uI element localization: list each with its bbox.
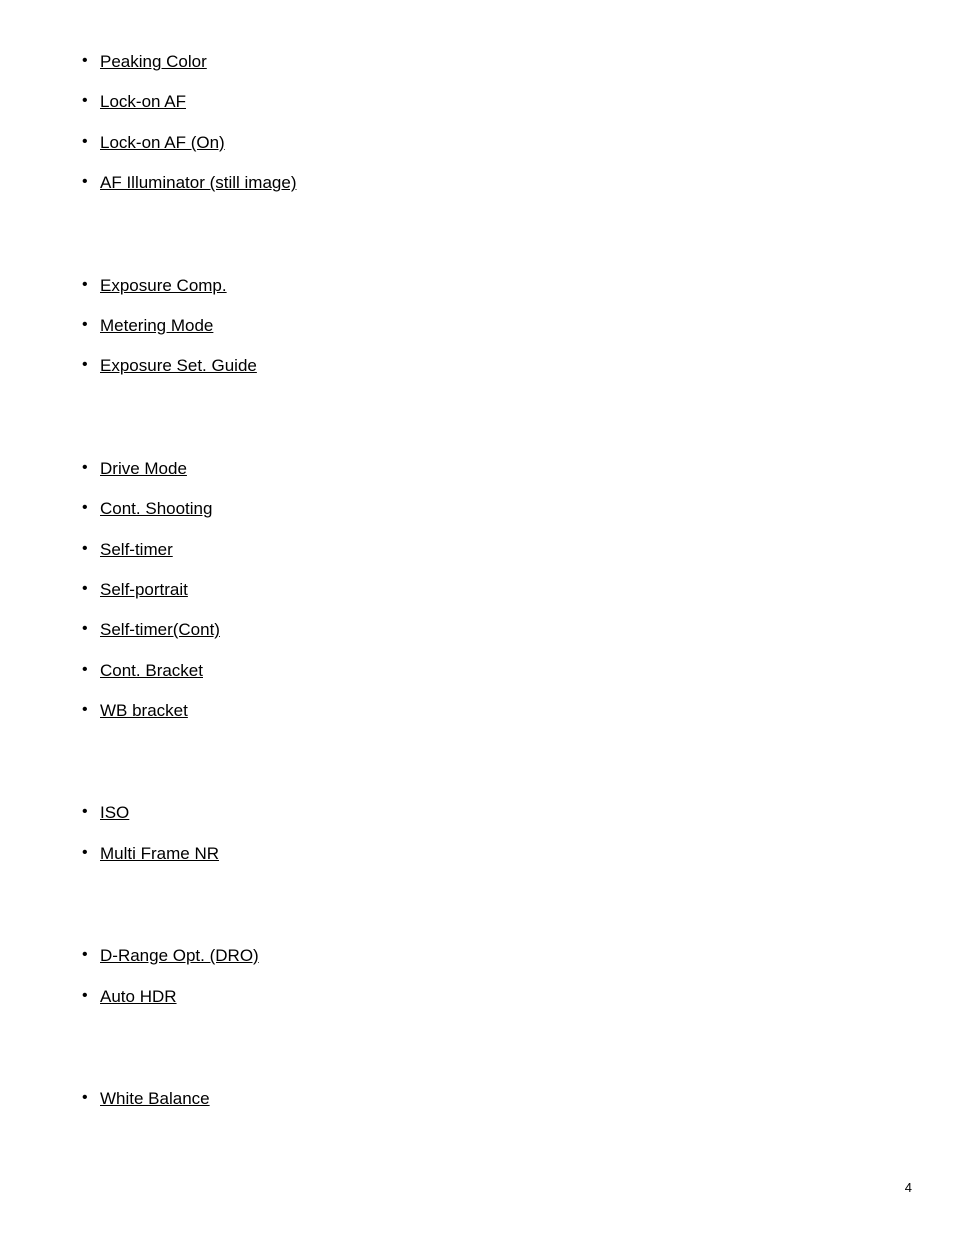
list-item: WB bracket [100, 699, 894, 723]
list-item: Peaking Color [100, 50, 894, 74]
list-item: Exposure Comp. [100, 274, 894, 298]
list-item: Metering Mode [100, 314, 894, 338]
toc-link[interactable]: Metering Mode [100, 316, 213, 335]
toc-link[interactable]: D-Range Opt. (DRO) [100, 946, 259, 965]
toc-link[interactable]: Lock-on AF [100, 92, 186, 111]
list-item: D-Range Opt. (DRO) [100, 944, 894, 968]
toc-link[interactable]: Drive Mode [100, 459, 187, 478]
toc-list: Drive Mode Cont. Shooting Self-timer Sel… [100, 457, 894, 724]
toc-section: Peaking Color Lock-on AF Lock-on AF (On)… [100, 50, 894, 196]
list-item: Lock-on AF [100, 90, 894, 114]
toc-link[interactable]: Auto HDR [100, 987, 177, 1006]
toc-link[interactable]: AF Illuminator (still image) [100, 173, 297, 192]
list-item: Self-timer [100, 538, 894, 562]
toc-list: White Balance [100, 1087, 894, 1111]
list-item: AF Illuminator (still image) [100, 171, 894, 195]
toc-link[interactable]: Cont. Shooting [100, 499, 212, 518]
toc-link[interactable]: Lock-on AF (On) [100, 133, 225, 152]
list-item: ISO [100, 801, 894, 825]
toc-list: Peaking Color Lock-on AF Lock-on AF (On)… [100, 50, 894, 196]
toc-section: Drive Mode Cont. Shooting Self-timer Sel… [100, 457, 894, 724]
toc-link[interactable]: Exposure Comp. [100, 276, 227, 295]
toc-link[interactable]: Cont. Bracket [100, 661, 203, 680]
list-item: White Balance [100, 1087, 894, 1111]
toc-link[interactable]: Self-timer [100, 540, 173, 559]
toc-section: ISO Multi Frame NR [100, 801, 894, 866]
list-item: Self-timer(Cont) [100, 618, 894, 642]
toc-link[interactable]: Multi Frame NR [100, 844, 219, 863]
toc-section: Exposure Comp. Metering Mode Exposure Se… [100, 274, 894, 379]
list-item: Self-portrait [100, 578, 894, 602]
toc-section: White Balance [100, 1087, 894, 1111]
list-item: Cont. Shooting [100, 497, 894, 521]
toc-link[interactable]: WB bracket [100, 701, 188, 720]
list-item: Lock-on AF (On) [100, 131, 894, 155]
toc-link[interactable]: Self-timer(Cont) [100, 620, 220, 639]
toc-link[interactable]: Exposure Set. Guide [100, 356, 257, 375]
list-item: Auto HDR [100, 985, 894, 1009]
toc-link[interactable]: Self-portrait [100, 580, 188, 599]
toc-list: Exposure Comp. Metering Mode Exposure Se… [100, 274, 894, 379]
list-item: Multi Frame NR [100, 842, 894, 866]
toc-link[interactable]: White Balance [100, 1089, 210, 1108]
list-item: Exposure Set. Guide [100, 354, 894, 378]
toc-section: D-Range Opt. (DRO) Auto HDR [100, 944, 894, 1009]
list-item: Drive Mode [100, 457, 894, 481]
toc-list: ISO Multi Frame NR [100, 801, 894, 866]
toc-link[interactable]: Peaking Color [100, 52, 207, 71]
toc-list: D-Range Opt. (DRO) Auto HDR [100, 944, 894, 1009]
page-number: 4 [905, 1180, 912, 1195]
page-content: Peaking Color Lock-on AF Lock-on AF (On)… [0, 0, 954, 1111]
list-item: Cont. Bracket [100, 659, 894, 683]
toc-link[interactable]: ISO [100, 803, 129, 822]
